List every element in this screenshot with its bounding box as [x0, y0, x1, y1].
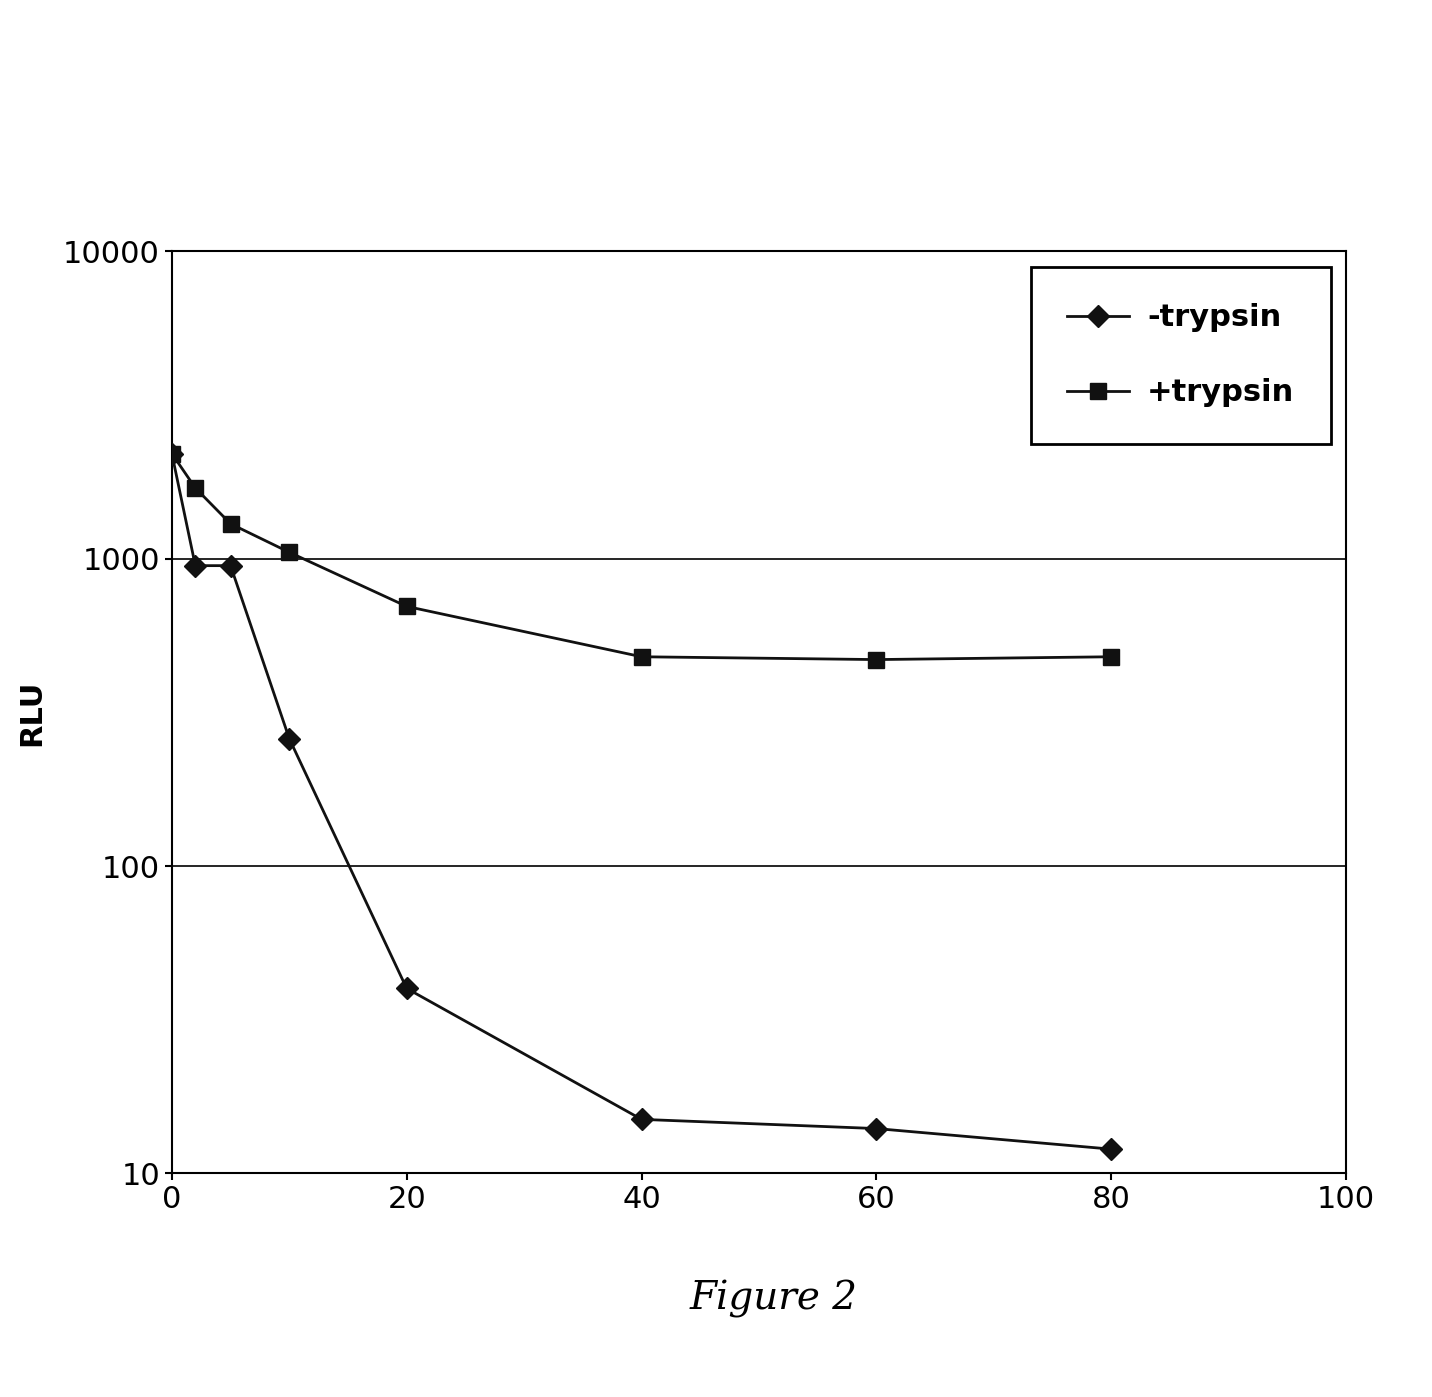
+trypsin: [398, 598, 415, 615]
-trypsin: [868, 1120, 885, 1137]
+trypsin: [633, 648, 650, 665]
Legend: -trypsin, +trypsin: -trypsin, +trypsin: [1031, 267, 1330, 444]
+trypsin: [222, 515, 239, 532]
+trypsin: [163, 446, 180, 462]
Line: -trypsin: -trypsin: [165, 446, 1118, 1157]
Y-axis label: RLU: RLU: [17, 679, 46, 746]
-trypsin: [633, 1111, 650, 1127]
Line: +trypsin: +trypsin: [165, 446, 1118, 668]
-trypsin: [1103, 1141, 1120, 1158]
-trypsin: [163, 446, 180, 462]
+trypsin: [868, 651, 885, 668]
+trypsin: [1103, 648, 1120, 665]
Text: Figure 2: Figure 2: [689, 1280, 858, 1319]
-trypsin: [186, 557, 203, 574]
-trypsin: [398, 981, 415, 997]
+trypsin: [186, 479, 203, 496]
-trypsin: [281, 731, 298, 747]
+trypsin: [281, 543, 298, 560]
-trypsin: [222, 557, 239, 574]
